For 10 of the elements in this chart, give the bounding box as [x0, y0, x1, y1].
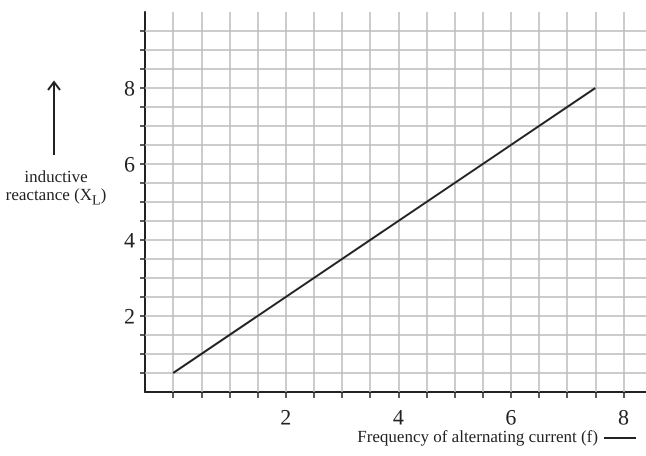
y-tick-label: 2	[124, 304, 135, 328]
x-tick-label: 8	[618, 404, 629, 430]
y-tick-label: 6	[124, 152, 135, 176]
y-tick-label: 8	[124, 76, 135, 100]
x-tick-label: 2	[280, 404, 292, 430]
x-tick-label: 6	[505, 404, 516, 430]
y-tick-label: 4	[124, 228, 135, 252]
y-axis-title: inductive reactance (X$_{L}$)	[4, 167, 108, 210]
x-tick-label: 4	[392, 404, 404, 430]
x-axis-title: Frequency of alternating current (f)	[357, 427, 598, 447]
